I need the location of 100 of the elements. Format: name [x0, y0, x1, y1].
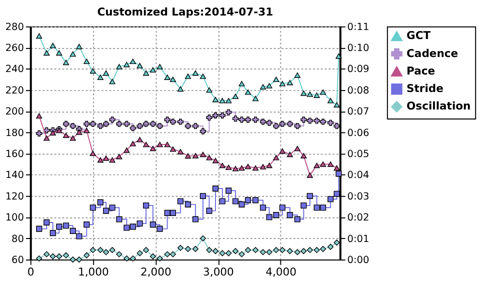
point	[116, 251, 122, 258]
point	[170, 251, 176, 258]
point	[184, 74, 191, 79]
point	[328, 120, 334, 126]
point	[244, 164, 252, 170]
point	[306, 172, 313, 178]
point	[294, 146, 300, 152]
point	[62, 132, 70, 138]
point	[334, 240, 340, 246]
y2-tick-label: 0:00	[347, 254, 370, 266]
point	[36, 255, 42, 262]
point	[136, 250, 143, 256]
point	[238, 201, 245, 208]
point	[226, 250, 232, 256]
point	[143, 202, 150, 209]
point	[314, 92, 320, 98]
point	[232, 116, 239, 122]
point	[150, 67, 156, 73]
point	[244, 89, 252, 95]
point	[143, 120, 150, 127]
point	[103, 156, 110, 161]
point	[76, 44, 82, 50]
point	[244, 246, 252, 254]
point	[130, 255, 136, 262]
point	[260, 249, 266, 256]
y-tick-label: 160	[5, 149, 24, 160]
point	[70, 135, 76, 141]
point	[130, 224, 136, 230]
point	[192, 153, 198, 158]
point	[244, 197, 252, 204]
point	[76, 233, 82, 240]
point	[266, 120, 272, 126]
point	[300, 90, 307, 96]
point	[266, 214, 272, 220]
point	[286, 248, 293, 254]
point	[238, 165, 245, 171]
point	[226, 109, 232, 116]
point	[184, 246, 191, 252]
point	[206, 246, 212, 254]
point	[200, 152, 206, 158]
y2-tick-label: 0:07	[347, 106, 370, 118]
point	[300, 153, 307, 158]
point	[56, 253, 62, 260]
point	[103, 70, 110, 76]
point	[170, 210, 176, 216]
point	[130, 140, 136, 146]
y2-tick-label: 0:09	[347, 64, 370, 76]
point	[56, 224, 62, 230]
point	[238, 80, 245, 86]
point	[164, 116, 170, 123]
point	[334, 165, 340, 171]
point	[306, 246, 313, 254]
point	[314, 204, 320, 211]
y-tick-label: 80	[12, 234, 24, 245]
point	[84, 128, 90, 134]
x-tick-label: 1,000	[78, 266, 109, 279]
point	[336, 53, 342, 59]
point	[177, 198, 184, 204]
y-tick-label: 240	[5, 64, 24, 76]
point	[70, 228, 76, 234]
point	[273, 154, 280, 160]
point	[90, 120, 96, 127]
point	[314, 118, 320, 124]
point	[90, 68, 96, 74]
point	[62, 60, 70, 66]
point	[84, 222, 90, 228]
y-tick-label: 280	[5, 22, 24, 33]
y-tick-label: 140	[5, 170, 24, 182]
legend-label: Stride	[406, 82, 444, 96]
point	[286, 212, 293, 218]
point	[252, 165, 259, 171]
point	[192, 216, 198, 222]
point	[130, 58, 136, 64]
legend-label: Pace	[406, 64, 436, 78]
point	[84, 252, 90, 258]
point	[109, 78, 116, 84]
point	[156, 142, 163, 148]
point	[124, 224, 130, 231]
point	[184, 122, 191, 130]
point	[170, 76, 176, 82]
point	[300, 116, 307, 123]
point	[50, 253, 56, 260]
point	[90, 204, 96, 211]
point	[44, 135, 50, 141]
point	[192, 122, 198, 130]
point	[124, 255, 130, 262]
point	[44, 251, 50, 258]
point	[70, 256, 76, 263]
point	[273, 122, 280, 130]
point	[328, 98, 334, 104]
point	[90, 246, 96, 254]
point	[36, 130, 42, 136]
point	[212, 158, 218, 164]
point	[320, 162, 326, 167]
point	[212, 112, 218, 118]
point	[219, 112, 226, 118]
point	[76, 256, 82, 263]
point	[328, 196, 334, 202]
point	[294, 122, 300, 130]
legend-label: Cadence	[406, 46, 458, 60]
